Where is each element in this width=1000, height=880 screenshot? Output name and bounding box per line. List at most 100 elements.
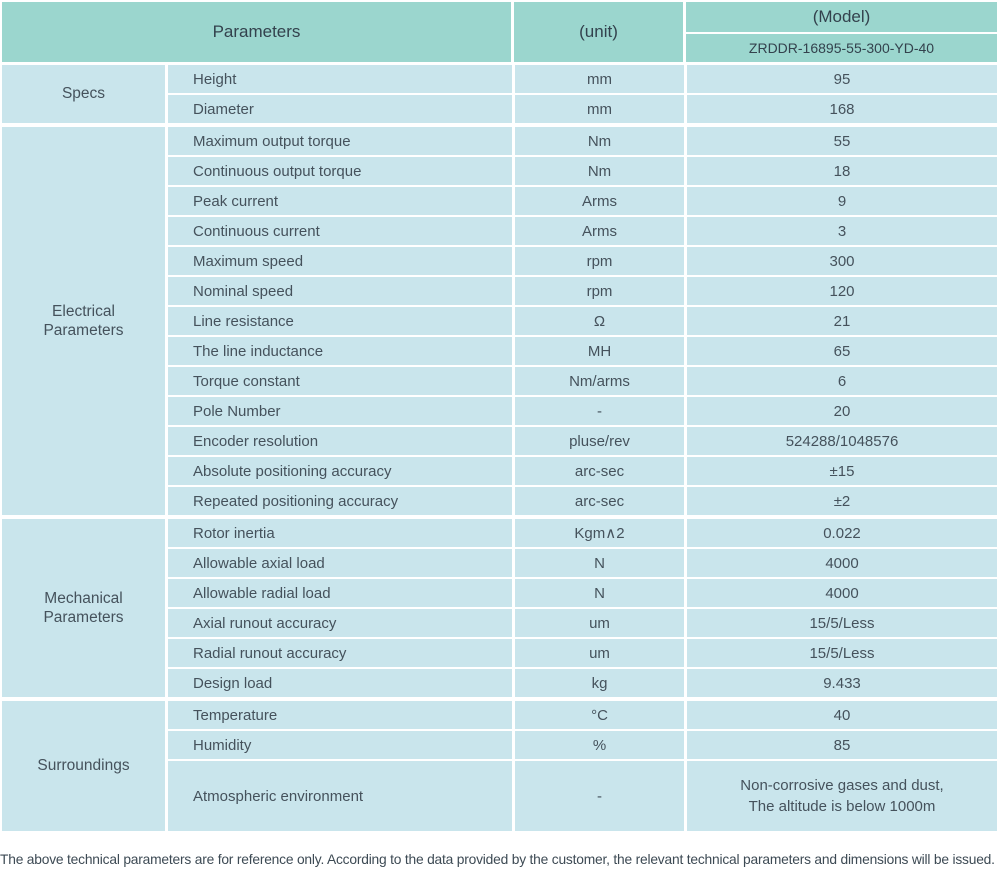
table-row: Pole Number -20 <box>168 397 997 425</box>
section-rows: Temperature °C 40 Humidity% 85 Atmospheric en… <box>168 701 997 831</box>
unit-cell: Nm/arms <box>515 367 684 395</box>
section-electrical-parameters: Electrical Parameters Maximum output torq… <box>2 127 997 515</box>
table-row: Rotor inertia Kgm∧2 0.022 <box>168 519 997 547</box>
parameter-name-cell: Diameter <box>168 95 512 123</box>
unit-cell: Nm <box>515 157 684 185</box>
value-cell: 4000 <box>687 549 997 577</box>
parameter-name-cell: Encoder resolution <box>168 427 512 455</box>
unit-cell: kg <box>515 669 684 697</box>
header-model-column: (Model) ZRDDR-16895-55-300-YD-40 <box>686 2 997 62</box>
value-cell: 300 <box>687 247 997 275</box>
table-row: Temperature °C 40 <box>168 701 997 729</box>
unit-cell: Nm <box>515 127 684 155</box>
parameter-name-cell: Radial runout accuracy <box>168 639 512 667</box>
table-row: Allowable axial load N 4000 <box>168 549 997 577</box>
parameter-name-cell: Design load <box>168 669 512 697</box>
table-row: Nominal speed rpm 120 <box>168 277 997 305</box>
value-cell: 55 <box>687 127 997 155</box>
value-cell: 15/5/Less <box>687 609 997 637</box>
section-rows: Rotor inertia Kgm∧2 0.022 Allowable axial l… <box>168 519 997 697</box>
unit-cell: Arms <box>515 187 684 215</box>
parameter-name-cell: Absolute positioning accuracy <box>168 457 512 485</box>
table-row: Design load kg 9.433 <box>168 669 997 697</box>
value-cell: 6 <box>687 367 997 395</box>
unit-cell: - <box>515 397 684 425</box>
table-row: Axial runout accuracy um 15/5/Less <box>168 609 997 637</box>
unit-cell: N <box>515 579 684 607</box>
table-row: Line resistance Ω 21 <box>168 307 997 335</box>
value-cell: 4000 <box>687 579 997 607</box>
parameter-name-cell: Axial runout accuracy <box>168 609 512 637</box>
table-row: Repeated positioning accuracy arc-sec ±2 <box>168 487 997 515</box>
parameter-name-cell: Humidity <box>168 731 512 759</box>
parameter-name-cell: Continuous current <box>168 217 512 245</box>
table-row: The line inductance MH 65 <box>168 337 997 365</box>
unit-cell: Ω <box>515 307 684 335</box>
table-row: Diameter mm 168 <box>168 95 997 123</box>
parameter-name-cell: Peak current <box>168 187 512 215</box>
section-rows: Maximum output torque Nm 55 Continuous outp… <box>168 127 997 515</box>
footer-note: The above technical parameters are for r… <box>0 852 995 867</box>
parameter-name-cell: Repeated positioning accuracy <box>168 487 512 515</box>
unit-cell: rpm <box>515 277 684 305</box>
table-row: Peak current Arms 9 <box>168 187 997 215</box>
value-cell: Non-corrosive gases and dust, The altitu… <box>687 761 997 831</box>
table-row: Atmospheric environment - Non-corrosive ga… <box>168 761 997 831</box>
value-cell: 9.433 <box>687 669 997 697</box>
table-row: Maximum speed rpm 300 <box>168 247 997 275</box>
category-cell: Electrical Parameters <box>2 127 165 515</box>
unit-cell: Arms <box>515 217 684 245</box>
header-model-number: ZRDDR-16895-55-300-YD-40 <box>686 34 997 62</box>
parameter-name-cell: Allowable axial load <box>168 549 512 577</box>
value-cell: 40 <box>687 701 997 729</box>
unit-cell: Kgm∧2 <box>515 519 684 547</box>
table-row: Allowable radial load N 4000 <box>168 579 997 607</box>
header-unit: (unit) <box>514 2 683 62</box>
value-cell: 21 <box>687 307 997 335</box>
value-cell: 85 <box>687 731 997 759</box>
parameter-name-cell: Temperature <box>168 701 512 729</box>
unit-cell: MH <box>515 337 684 365</box>
unit-cell: - <box>515 761 684 831</box>
table-row: Humidity% 85 <box>168 731 997 759</box>
value-cell: 65 <box>687 337 997 365</box>
unit-cell: mm <box>515 65 684 93</box>
unit-cell: arc-sec <box>515 457 684 485</box>
category-cell: Specs <box>2 65 165 123</box>
section-specs: Specs Height mm 95 Diameter mm 168 <box>2 65 997 123</box>
unit-cell: °C <box>515 701 684 729</box>
value-cell: 18 <box>687 157 997 185</box>
section-mechanical-parameters: Mechanical Parameters Rotor inertia Kgm∧2 0… <box>2 519 997 697</box>
category-cell: Mechanical Parameters <box>2 519 165 697</box>
value-cell: 20 <box>687 397 997 425</box>
unit-cell: um <box>515 639 684 667</box>
parameter-name-cell: Height <box>168 65 512 93</box>
unit-cell: arc-sec <box>515 487 684 515</box>
header-parameters: Parameters <box>2 2 511 62</box>
value-cell: 3 <box>687 217 997 245</box>
parameters-table: Parameters (unit) (Model) ZRDDR-16895-55… <box>2 2 997 831</box>
value-cell: 95 <box>687 65 997 93</box>
value-cell: 9 <box>687 187 997 215</box>
parameter-name-cell: Continuous output torque <box>168 157 512 185</box>
value-cell: 0.022 <box>687 519 997 547</box>
section-surroundings: Surroundings Temperature °C 40 Humidity% 85 At… <box>2 701 997 831</box>
parameter-name-cell: Maximum speed <box>168 247 512 275</box>
parameter-name-cell: The line inductance <box>168 337 512 365</box>
value-cell: 15/5/Less <box>687 639 997 667</box>
table-row: Absolute positioning accuracy arc-sec ±15 <box>168 457 997 485</box>
table-row: Encoder resolution pluse/rev 524288/104857… <box>168 427 997 455</box>
unit-cell: rpm <box>515 247 684 275</box>
parameter-name-cell: Allowable radial load <box>168 579 512 607</box>
value-cell: ±2 <box>687 487 997 515</box>
parameter-name-cell: Line resistance <box>168 307 512 335</box>
value-cell: 120 <box>687 277 997 305</box>
section-rows: Height mm 95 Diameter mm 168 <box>168 65 997 123</box>
parameter-name-cell: Pole Number <box>168 397 512 425</box>
parameter-name-cell: Torque constant <box>168 367 512 395</box>
value-cell: 524288/1048576 <box>687 427 997 455</box>
value-cell: ±15 <box>687 457 997 485</box>
table-row: Torque constant Nm/arms 6 <box>168 367 997 395</box>
table-row: Maximum output torque Nm 55 <box>168 127 997 155</box>
table-body: Specs Height mm 95 Diameter mm 168 Electrical P… <box>2 65 997 831</box>
